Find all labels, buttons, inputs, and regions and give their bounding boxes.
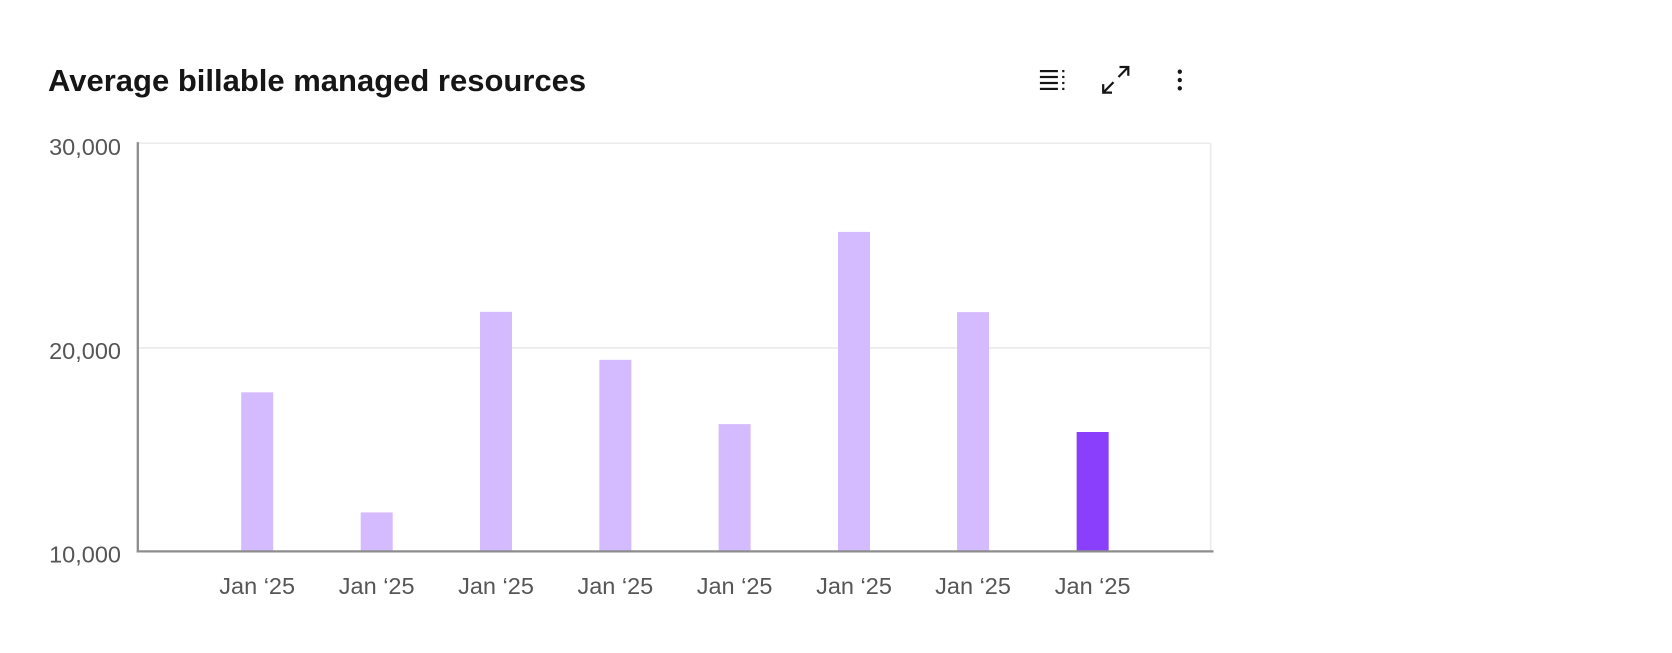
- svg-text:Jan ‘25: Jan ‘25: [219, 573, 295, 599]
- svg-text:Jan ‘25: Jan ‘25: [697, 573, 773, 599]
- svg-text:30,000: 30,000: [49, 134, 121, 160]
- svg-text:Jan ‘25: Jan ‘25: [339, 573, 415, 599]
- svg-text:10,000: 10,000: [49, 541, 121, 567]
- svg-text:20,000: 20,000: [49, 338, 121, 364]
- svg-text:Jan ‘25: Jan ‘25: [577, 573, 653, 599]
- svg-text:Average billable managed resou: Average billable managed resources: [48, 63, 586, 98]
- svg-text:Jan ‘25: Jan ‘25: [935, 573, 1011, 599]
- svg-text:Jan ‘25: Jan ‘25: [458, 573, 534, 599]
- svg-text:Jan ‘25: Jan ‘25: [816, 573, 892, 599]
- svg-text:Jan ‘25: Jan ‘25: [1055, 573, 1131, 599]
